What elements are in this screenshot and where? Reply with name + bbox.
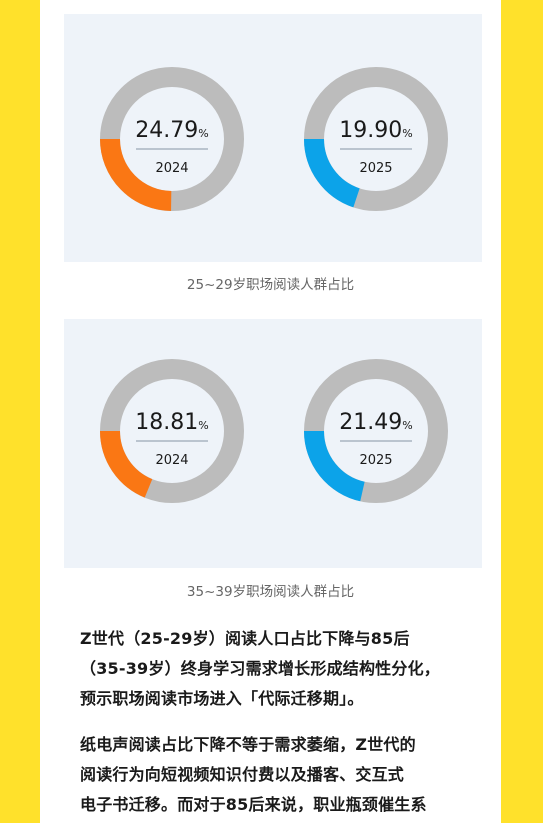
chart-panel-25-29: 24.79% 2024 19.90% 2025 <box>64 14 482 262</box>
donut-2024: 24.79% 2024 <box>100 67 244 211</box>
donut-value-unit: % <box>198 419 208 432</box>
donut-value-number: 19.90 <box>339 118 402 143</box>
donut-chart-group-25-29: 24.79% 2024 19.90% 2025 <box>100 67 448 211</box>
paragraph-line: 纸电声阅读占比下降不等于需求萎缩，Z世代的 <box>80 735 416 754</box>
donut-value-unit: % <box>402 419 412 432</box>
donut-2025: 19.90% 2025 <box>304 67 448 211</box>
donut-value-label: 24.79% <box>135 118 208 143</box>
donut-year-label: 2025 <box>359 453 392 468</box>
donut-2024: 18.81% 2024 <box>100 359 244 503</box>
donut-value-number: 18.81 <box>135 410 198 435</box>
paragraph-line: Z世代（25-29岁）阅读人口占比下降与85后 <box>80 629 410 648</box>
donut-value-arc <box>304 67 448 211</box>
donut-value-unit: % <box>198 127 208 140</box>
paragraph-line: 阅读行为向短视频知识付费以及播客、交互式 <box>80 765 405 784</box>
paragraph-line: 电子书迁移。而对于85后来说，职业瓶颈催生系 <box>80 795 427 814</box>
paragraph-line: （35-39岁）终身学习需求增长形成结构性分化， <box>80 659 440 678</box>
donut-value-arc <box>304 359 448 503</box>
donut-value-label: 21.49% <box>339 410 412 435</box>
chart-caption-35-39: 35~39岁职场阅读人群占比 <box>186 584 355 600</box>
left-yellow-border <box>0 0 40 823</box>
paragraph-2: 纸电声阅读占比下降不等于需求萎缩，Z世代的 阅读行为向短视频知识付费以及播客、交… <box>80 730 475 820</box>
donut-value-label: 18.81% <box>135 410 208 435</box>
donut-year-label: 2025 <box>359 161 392 176</box>
chart-caption-25-29: 25~29岁职场阅读人群占比 <box>186 277 355 293</box>
donut-chart-group-35-39: 18.81% 2024 21.49% 2025 <box>100 359 448 503</box>
chart-panel-35-39: 18.81% 2024 21.49% 2025 <box>64 319 482 568</box>
right-yellow-border <box>501 0 543 823</box>
donut-value-unit: % <box>402 127 412 140</box>
donut-2025: 21.49% 2025 <box>304 359 448 503</box>
donut-year-label: 2024 <box>155 161 188 176</box>
paragraph-line: 预示职场阅读市场进入「代际迁移期」。 <box>80 689 364 708</box>
donut-year-label: 2024 <box>155 453 188 468</box>
paragraph-1: Z世代（25-29岁）阅读人口占比下降与85后 （35-39岁）终身学习需求增长… <box>80 624 475 714</box>
donut-value-number: 24.79 <box>135 118 198 143</box>
donut-value-label: 19.90% <box>339 118 412 143</box>
donut-value-number: 21.49 <box>339 410 402 435</box>
